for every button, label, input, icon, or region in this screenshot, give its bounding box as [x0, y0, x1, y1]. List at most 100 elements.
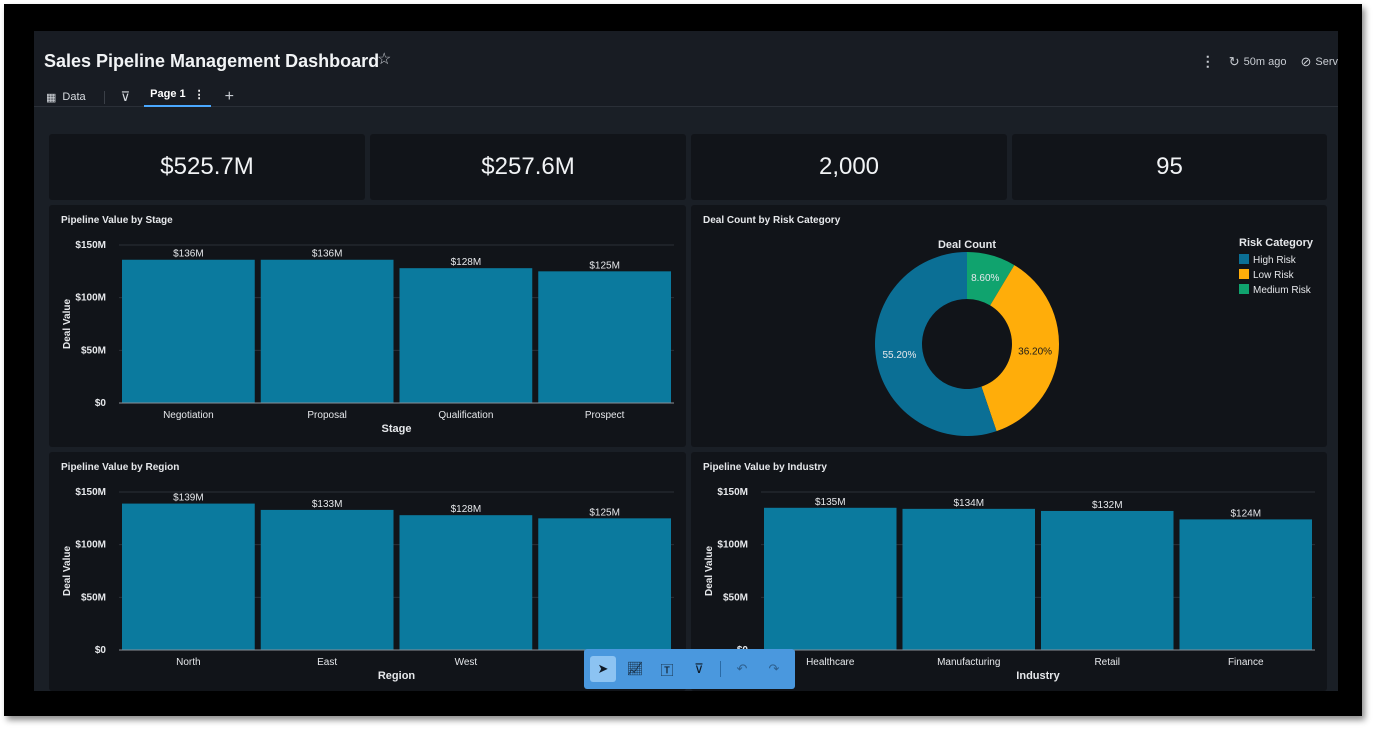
refresh-button[interactable]: ↻ 50m ago — [1229, 54, 1287, 70]
filter-icon[interactable]: ⊽ — [694, 661, 704, 676]
screenshot-frame: Sales Pipeline Management Dashboard ☆ ⋮ … — [4, 4, 1362, 716]
tab-page-1[interactable]: Page 1 ⋮ — [144, 88, 211, 107]
x-tick-label: Manufacturing — [937, 657, 1000, 668]
stage-bar-chart: $0 $50M $100M $150M $136M Negotiation $136M Pro… — [62, 240, 674, 435]
slice-value-label: 55.20% — [882, 350, 916, 361]
donut-slice — [981, 265, 1059, 432]
bar-value-label: $128M — [451, 504, 482, 515]
table-icon: ▦ — [46, 91, 57, 104]
bar-value-label: $139M — [173, 493, 204, 504]
region-bar-chart: $0 $50M $100M $150M $139M North $133M East $128M… — [62, 487, 674, 682]
bar — [1179, 519, 1312, 650]
x-tick-label: Prospect — [585, 410, 625, 421]
y-axis-title: Deal Value — [62, 546, 73, 596]
dashboard-header: Sales Pipeline Management Dashboard ☆ ⋮ … — [34, 31, 1338, 107]
bar — [260, 509, 394, 650]
y-tick-label: $150M — [75, 487, 106, 498]
region-chart-panel: Pipeline Value by Region $0 $50M $100M $150… — [49, 452, 686, 691]
kpi-value: $257.6M — [481, 153, 575, 180]
more-vertical-icon[interactable]: ⋮ — [193, 88, 205, 101]
y-tick-label: $0 — [95, 398, 107, 409]
slice-value-label: 8.60% — [971, 273, 999, 284]
kpi-value: 2,000 — [818, 153, 880, 180]
bar-value-label: $125M — [589, 507, 620, 518]
text-icon[interactable]: 🅃 — [660, 662, 674, 678]
filter-icon[interactable]: ⊽ — [120, 89, 131, 104]
legend-label: Medium Risk — [1253, 285, 1312, 296]
bar-value-label: $133M — [312, 499, 343, 510]
kpi-card: $257.6M — [370, 134, 686, 200]
kpi-card: 95 — [1012, 134, 1327, 200]
risk-chart-panel: Deal Count by Risk Category Deal Count 8.… — [691, 205, 1327, 447]
bar-value-label: $136M — [312, 249, 343, 260]
donut-subtitle: Deal Count — [938, 239, 996, 251]
edit-toolbar: ➤ 📈︎ 🅃 ⊽ ↶ ↷ — [584, 649, 795, 689]
x-tick-label: Retail — [1094, 657, 1120, 668]
bar-value-label: $135M — [815, 497, 846, 508]
pointer-icon[interactable]: ➤ — [590, 656, 616, 682]
more-vertical-icon[interactable]: ⋮ — [1200, 53, 1215, 69]
kpi-value: $525.7M — [160, 153, 254, 180]
x-tick-label: West — [455, 657, 478, 668]
server-label: Serv — [1315, 55, 1338, 68]
bar — [764, 507, 897, 650]
donut-slice — [875, 252, 997, 436]
kpi-value: 95 — [1156, 153, 1183, 180]
donut-slice — [967, 252, 1015, 306]
x-axis-title: Region — [378, 670, 416, 682]
legend-label: High Risk — [1253, 255, 1297, 266]
star-icon[interactable]: ☆ — [377, 51, 392, 68]
tab-data[interactable]: ▦ Data — [46, 90, 105, 104]
x-tick-label: Qualification — [438, 410, 493, 421]
undo-icon[interactable]: ↶ — [736, 661, 748, 676]
page-title: Sales Pipeline Management Dashboard — [44, 51, 380, 71]
header-actions: ⋮ ↻ 50m ago ⊘ Serv — [1201, 53, 1338, 70]
bar-value-label: $134M — [953, 498, 984, 509]
x-axis-title: Industry — [1016, 670, 1060, 682]
plus-icon[interactable]: + — [224, 88, 234, 105]
legend-swatch — [1239, 254, 1249, 264]
y-tick-label: $150M — [717, 487, 748, 498]
bar — [538, 518, 671, 650]
bar-value-label: $124M — [1230, 508, 1261, 519]
toolbar-divider — [720, 661, 721, 677]
bar — [399, 515, 533, 650]
server-button[interactable]: ⊘ Serv — [1300, 54, 1338, 70]
panel-title: Deal Count by Risk Category — [703, 215, 841, 226]
x-tick-label: East — [317, 657, 337, 668]
bar-value-label: $132M — [1092, 500, 1123, 511]
panel-title: Pipeline Value by Stage — [61, 215, 173, 226]
y-axis-title: Deal Value — [704, 546, 715, 596]
x-axis-title: Stage — [382, 423, 412, 435]
bar-value-label: $125M — [589, 260, 620, 271]
tab-bar: ▦ Data ⊽ Page 1 ⋮ + — [46, 86, 234, 108]
bar — [122, 503, 255, 650]
y-tick-label: $150M — [75, 240, 106, 251]
tab-page-label: Page 1 — [150, 88, 186, 100]
redo-icon[interactable]: ↷ — [768, 661, 780, 676]
server-icon: ⊘ — [1300, 53, 1312, 69]
bar — [538, 271, 671, 403]
refresh-icon: ↻ — [1228, 53, 1240, 69]
industry-bar-chart: $0$50M$100M$150M$135MHealthcare$134MManu… — [704, 487, 1315, 682]
bar — [122, 259, 255, 403]
y-tick-label: $100M — [75, 540, 106, 551]
panel-title: Pipeline Value by Region — [61, 462, 180, 473]
bar — [260, 259, 394, 403]
y-axis-title: Deal Value — [62, 299, 73, 349]
refresh-label: 50m ago — [1243, 55, 1287, 68]
y-tick-label: $0 — [95, 645, 107, 656]
bar-value-label: $136M — [173, 249, 204, 260]
stage-chart-panel: Pipeline Value by Stage $0 $50M $100M $150M… — [49, 205, 686, 447]
risk-donut-chart: Deal Count 8.60% 36.20% 55.20% Risk Category… — [875, 237, 1314, 436]
y-tick-label: $50M — [81, 345, 106, 356]
y-tick-label: $100M — [75, 293, 106, 304]
y-tick-label: $100M — [717, 540, 748, 551]
bar — [399, 268, 533, 403]
legend-swatch — [1239, 284, 1249, 294]
line-chart-icon[interactable]: 📈︎ — [626, 661, 644, 676]
x-tick-label: Healthcare — [806, 657, 855, 668]
bar-value-label: $128M — [451, 257, 482, 268]
x-tick-label: Finance — [1228, 657, 1264, 668]
x-tick-label: North — [176, 657, 200, 668]
